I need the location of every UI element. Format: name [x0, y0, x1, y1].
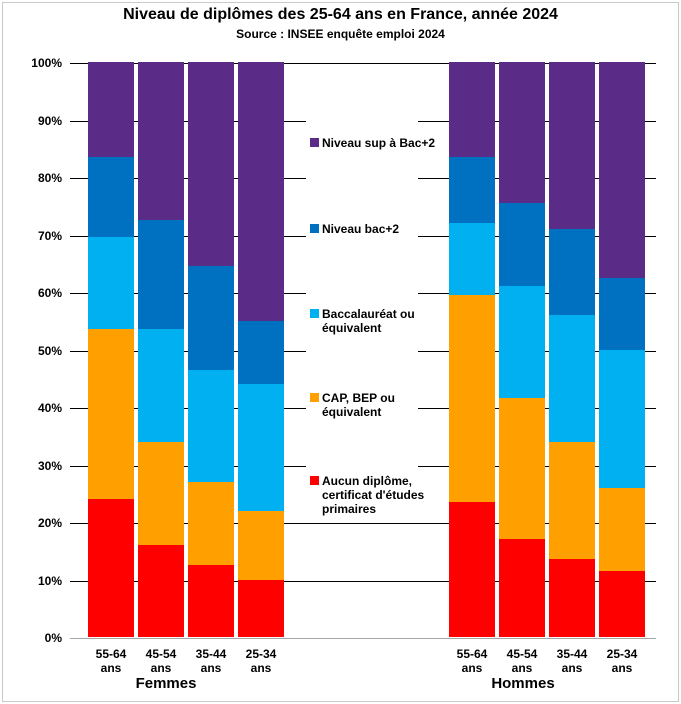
bar-segment — [549, 315, 595, 442]
bar-segment — [549, 228, 595, 315]
bar-segment — [449, 156, 495, 223]
category-label: 35-44 ans — [556, 647, 588, 675]
bar-segment — [238, 510, 284, 580]
legend-marker — [310, 224, 319, 233]
bar-segment — [549, 62, 595, 229]
category-label: 55-64 ans — [456, 647, 488, 675]
category-label: 35-44 ans — [195, 647, 227, 675]
bar-segment — [449, 294, 495, 502]
category-label: 55-64 ans — [95, 647, 127, 675]
bar-segment — [138, 441, 184, 545]
bar-segment — [449, 501, 495, 637]
bar-segment — [188, 62, 234, 267]
legend-marker — [310, 309, 319, 318]
bar-segment — [599, 277, 645, 350]
bar-segment — [499, 286, 545, 399]
y-axis-tick-label: 10% — [37, 574, 62, 588]
bar-segment — [549, 559, 595, 637]
bar-segment — [599, 349, 645, 488]
bar-segment — [449, 223, 495, 295]
x-axis-line — [70, 638, 656, 639]
bar-segment — [238, 320, 284, 384]
category-label: 25-34 ans — [606, 647, 638, 675]
legend-label: Niveau sup à Bac+2 — [322, 136, 436, 150]
bar-segment — [499, 202, 545, 287]
bar-segment — [88, 499, 134, 637]
y-axis-tick-label: 100% — [31, 56, 62, 70]
gridline — [70, 63, 656, 64]
y-axis-tick-label: 40% — [37, 401, 62, 415]
y-axis-tick-label: 30% — [37, 459, 62, 473]
bar-segment — [499, 398, 545, 540]
legend-label: Niveau bac+2 — [322, 222, 400, 236]
category-label: 25-34 ans — [245, 647, 277, 675]
legend-marker — [310, 476, 319, 485]
bar-segment — [599, 487, 645, 571]
bar-segment — [188, 481, 234, 566]
legend-background — [306, 112, 418, 516]
bar-segment — [188, 565, 234, 637]
bar-segment — [88, 329, 134, 499]
y-axis-tick-label: 0% — [44, 631, 62, 645]
bar-segment — [188, 369, 234, 482]
bar-segment — [599, 570, 645, 637]
legend-label: Aucun diplôme, certificat d'études prima… — [322, 474, 425, 516]
legend-label: Baccalauréat ou équivalent — [322, 307, 415, 335]
gridline — [70, 581, 656, 582]
chart-subtitle: Source : INSEE enquête emploi 2024 — [236, 27, 445, 41]
bar-segment — [138, 62, 184, 221]
bar-segment — [138, 545, 184, 637]
bar-segment — [238, 62, 284, 321]
bar-segment — [138, 329, 184, 442]
bar-segment — [449, 62, 495, 157]
y-axis-tick-label: 50% — [37, 344, 62, 358]
bar-segment — [138, 220, 184, 330]
y-axis-tick-label: 80% — [37, 171, 62, 185]
y-axis-tick-label: 60% — [37, 286, 62, 300]
bar-segment — [499, 62, 545, 203]
y-axis-tick-label: 90% — [37, 114, 62, 128]
y-axis-tick-label: 70% — [37, 229, 62, 243]
category-label: 45-54 ans — [506, 647, 538, 675]
bar-segment — [88, 156, 134, 238]
group-label: Hommes — [491, 675, 555, 692]
legend-marker — [310, 138, 319, 147]
legend-label: CAP, BEP ou équivalent — [322, 391, 395, 419]
legend-marker — [310, 393, 319, 402]
category-label: 45-54 ans — [145, 647, 177, 675]
y-axis-tick-label: 20% — [37, 516, 62, 530]
bar-segment — [238, 384, 284, 511]
bar-segment — [499, 539, 545, 637]
bar-segment — [599, 62, 645, 278]
bar-segment — [549, 441, 595, 560]
bar-segment — [88, 237, 134, 330]
group-label: Femmes — [135, 675, 197, 692]
chart-title: Niveau de diplômes des 25-64 ans en Fran… — [123, 6, 558, 23]
bar-segment — [88, 62, 134, 157]
bar-segment — [188, 266, 234, 370]
bar-segment — [238, 579, 284, 637]
gridline — [70, 523, 656, 524]
